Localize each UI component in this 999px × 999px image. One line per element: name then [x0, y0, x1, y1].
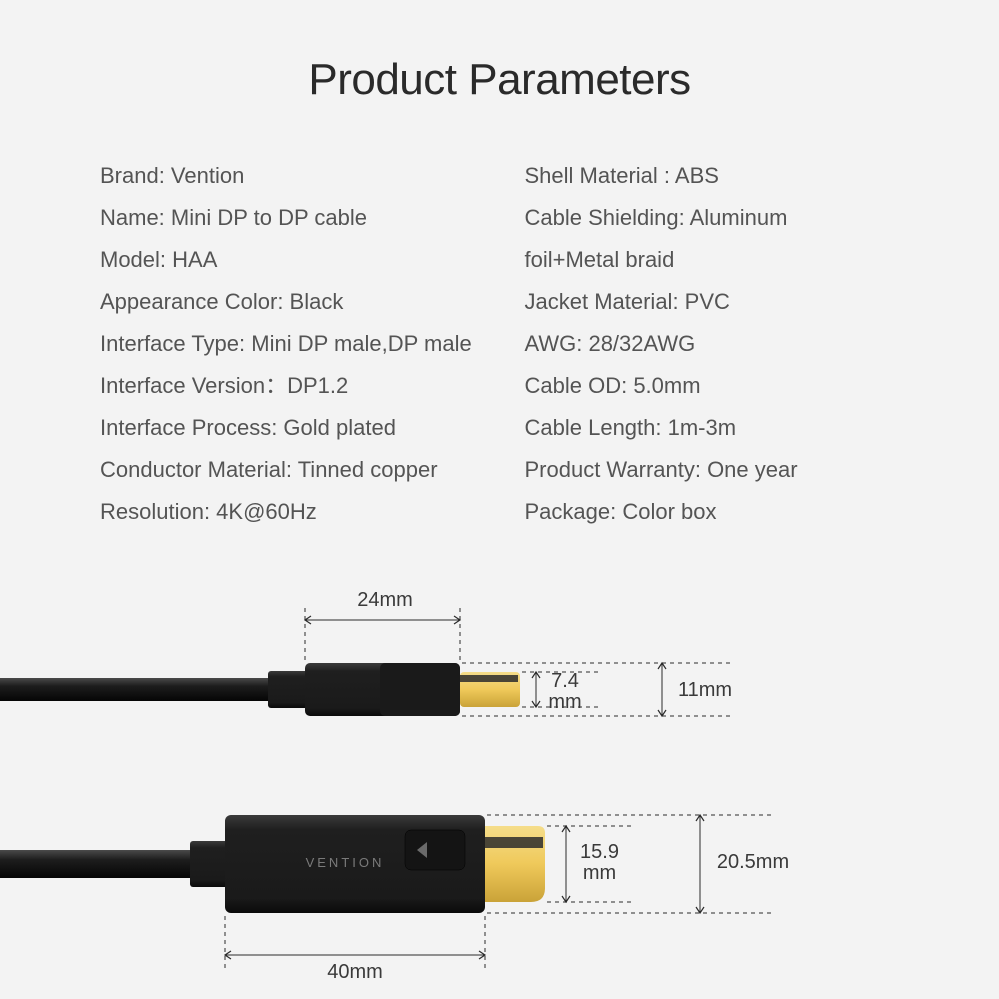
page-title: Product Parameters — [0, 55, 999, 105]
spec-row: Jacket Material: PVC — [525, 281, 920, 323]
specs-column-left: Brand: Vention Name: Mini DP to DP cable… — [100, 155, 495, 533]
spec-row: foil+Metal braid — [525, 239, 920, 281]
spec-row: Resolution: 4K@60Hz — [100, 491, 495, 533]
spec-row: Product Warranty: One year — [525, 449, 920, 491]
spec-row: Cable Length: 1m-3m — [525, 407, 920, 449]
specs-grid: Brand: Vention Name: Mini DP to DP cable… — [100, 155, 919, 533]
dim-40mm: 40mm — [315, 962, 395, 983]
spec-row: Model: HAA — [100, 239, 495, 281]
spec-row: Appearance Color: Black — [100, 281, 495, 323]
dim-11mm: 11mm — [670, 680, 740, 701]
connector-brand-label: VENTION — [306, 855, 385, 870]
spec-row: Cable Shielding: Aluminum — [525, 197, 920, 239]
spec-row: Shell Material : ABS — [525, 155, 920, 197]
spec-row: Package: Color box — [525, 491, 920, 533]
dim-7-4mm: 7.4 mm — [540, 671, 590, 713]
dimension-diagram: VENTION — [0, 560, 999, 999]
spec-row: AWG: 28/32AWG — [525, 323, 920, 365]
dim-15-9mm: 15.9 mm — [572, 842, 627, 884]
spec-row: Interface Type: Mini DP male,DP male — [100, 323, 495, 365]
dim-24mm: 24mm — [345, 590, 425, 611]
spec-row: Interface Process: Gold plated — [100, 407, 495, 449]
spec-row: Conductor Material: Tinned copper — [100, 449, 495, 491]
specs-column-right: Shell Material : ABS Cable Shielding: Al… — [525, 155, 920, 533]
spec-row: Interface Version：DP1.2 — [100, 365, 495, 407]
spec-row: Brand: Vention — [100, 155, 495, 197]
spec-row: Name: Mini DP to DP cable — [100, 197, 495, 239]
infographic-canvas: Product Parameters Brand: Vention Name: … — [0, 0, 999, 999]
spec-row: Cable OD: 5.0mm — [525, 365, 920, 407]
dim-20-5mm: 20.5mm — [708, 852, 798, 873]
